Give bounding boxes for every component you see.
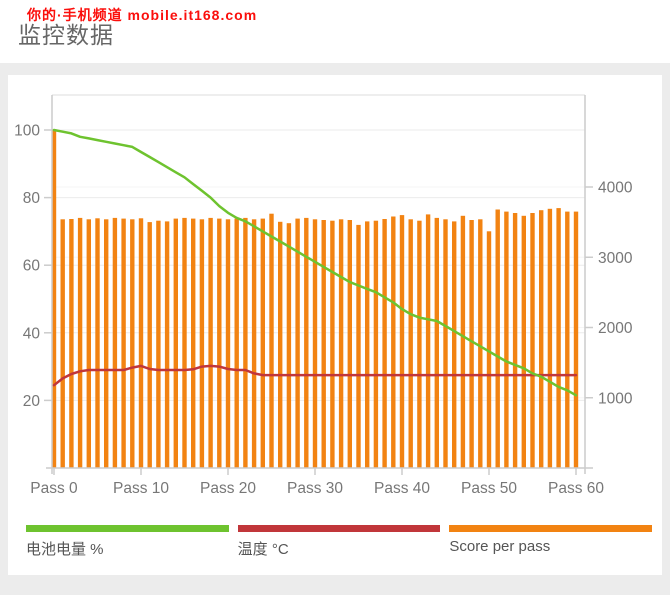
score-bar: [86, 219, 91, 468]
score-bar: [373, 220, 379, 468]
score-bar: [495, 209, 500, 468]
score-bar: [512, 213, 518, 468]
x-axis-tick-label: Pass 30: [287, 480, 343, 497]
right-axis-tick-label: 3000: [598, 250, 633, 267]
score-bar: [478, 219, 483, 468]
legend-item-battery: 电池电量 %: [26, 525, 229, 559]
score-bar: [443, 219, 448, 468]
score-bar: [182, 217, 187, 468]
score-bar: [77, 217, 83, 468]
score-bar: [460, 215, 466, 468]
chart-legend: 电池电量 % 温度 °C Score per pass: [26, 525, 653, 559]
score-bar: [191, 218, 196, 468]
score-bar: [391, 216, 396, 468]
score-bar: [382, 219, 387, 468]
right-axis-tick-label: 4000: [598, 180, 633, 197]
score-bar: [486, 231, 492, 468]
score-bar: [399, 215, 405, 468]
score-bar: [104, 219, 109, 468]
score-bar: [164, 221, 170, 468]
score-bar: [338, 219, 344, 468]
x-axis-tick-label: Pass 60: [548, 480, 604, 497]
score-bar: [347, 220, 352, 468]
score-bar: [330, 220, 335, 468]
score-bar: [304, 217, 309, 468]
score-bar: [278, 221, 283, 468]
left-axis-tick-label: 60: [23, 258, 41, 275]
score-bar: [199, 219, 205, 468]
battery-line: [52, 128, 578, 397]
score-bar: [51, 129, 57, 468]
legend-swatch-score: [449, 525, 653, 532]
score-bar: [260, 218, 265, 468]
score-bar: [539, 210, 544, 468]
score-bar: [521, 215, 526, 468]
score-bar: [356, 224, 361, 468]
score-bar: [69, 219, 74, 468]
legend-item-temperature: 温度 °C: [237, 525, 441, 559]
score-bar: [573, 211, 579, 468]
legend-swatch-temperature: [237, 525, 441, 532]
legend-label-score: Score per pass: [449, 538, 551, 555]
score-bar: [321, 220, 326, 468]
score-bar: [286, 223, 292, 468]
score-bar: [269, 213, 274, 468]
legend-label-battery: 电池电量 %: [26, 541, 104, 558]
legend-item-score: Score per pass: [449, 525, 653, 559]
score-bar: [173, 218, 178, 468]
score-bar: [95, 218, 100, 468]
x-axis-tick-label: Pass 10: [113, 480, 169, 497]
score-bar: [434, 217, 439, 468]
score-bar: [425, 214, 431, 468]
x-axis-tick-label: Pass 20: [200, 480, 256, 497]
title-bar: 监控数据: [0, 0, 670, 63]
left-axis-tick-label: 40: [23, 325, 41, 342]
score-bar: [504, 211, 509, 468]
score-bar: [121, 218, 126, 468]
right-axis-tick-label: 2000: [598, 320, 633, 337]
legend-swatch-battery: [26, 525, 229, 532]
score-bar: [251, 219, 257, 468]
score-bar: [295, 218, 300, 468]
score-bar: [469, 220, 474, 468]
score-bar: [312, 219, 318, 468]
score-bar: [60, 219, 65, 468]
score-bar: [156, 220, 161, 468]
score-bar: [112, 217, 118, 468]
score-bar: [565, 211, 570, 468]
score-bar: [147, 222, 152, 468]
page-title: 监控数据: [18, 22, 114, 48]
score-bar: [365, 221, 370, 468]
score-bar: [234, 218, 239, 468]
left-axis-tick-label: 80: [23, 190, 41, 207]
score-bar: [547, 208, 553, 469]
score-bar: [208, 217, 213, 468]
score-bar: [130, 219, 135, 468]
chart-card: 20 40 60 80 100 1000 2000 3000 4000 Pass 0 Pass 10…: [8, 75, 662, 575]
monitoring-chart: 20 40 60 80 100 1000 2000 3000 4000 Pass 0 Pass 10…: [8, 75, 662, 505]
left-axis-tick-label: 100: [14, 123, 40, 140]
right-axis-tick-label: 1000: [598, 390, 633, 407]
legend-label-temperature: 温度 °C: [237, 541, 289, 558]
score-bar: [225, 219, 231, 468]
x-axis-tick-label: Pass 50: [461, 480, 517, 497]
score-bar: [556, 208, 561, 468]
x-axis-tick-label: Pass 0: [30, 480, 78, 497]
score-bar: [417, 220, 422, 468]
score-bar: [452, 221, 457, 468]
temperature-line: [52, 364, 578, 387]
score-bar: [138, 218, 144, 468]
chart-svg: 20 40 60 80 100 1000 2000 3000 4000 Pass 0 Pass 10…: [14, 94, 633, 497]
x-axis-tick-label: Pass 40: [374, 480, 430, 497]
score-bar: [530, 213, 535, 468]
left-axis-tick-label: 20: [23, 393, 41, 410]
score-bar: [217, 218, 222, 468]
watermark-text: 你的·手机频道 mobile.it168.com: [27, 7, 258, 23]
score-bar: [243, 217, 248, 468]
score-bar: [408, 219, 413, 468]
